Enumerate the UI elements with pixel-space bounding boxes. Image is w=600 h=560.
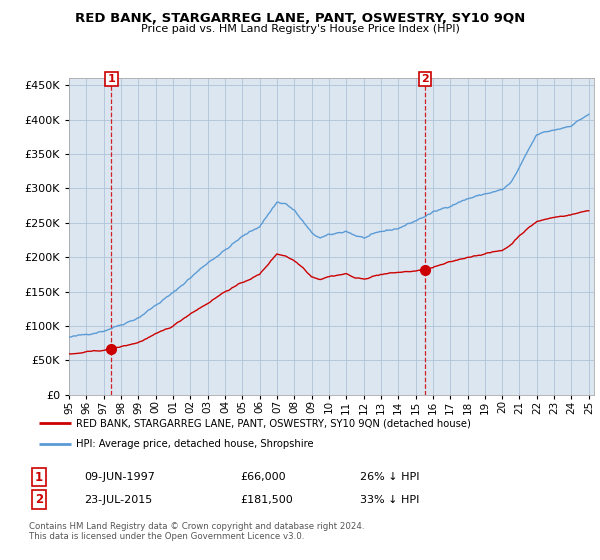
Text: RED BANK, STARGARREG LANE, PANT, OSWESTRY, SY10 9QN (detached house): RED BANK, STARGARREG LANE, PANT, OSWESTR…	[76, 418, 471, 428]
Text: 23-JUL-2015: 23-JUL-2015	[84, 494, 152, 505]
Text: 1: 1	[35, 470, 43, 484]
Text: 26% ↓ HPI: 26% ↓ HPI	[360, 472, 419, 482]
Text: 33% ↓ HPI: 33% ↓ HPI	[360, 494, 419, 505]
Text: 1: 1	[107, 74, 115, 84]
Text: HPI: Average price, detached house, Shropshire: HPI: Average price, detached house, Shro…	[76, 438, 314, 449]
Text: 09-JUN-1997: 09-JUN-1997	[84, 472, 155, 482]
Text: 2: 2	[421, 74, 429, 84]
Text: RED BANK, STARGARREG LANE, PANT, OSWESTRY, SY10 9QN: RED BANK, STARGARREG LANE, PANT, OSWESTR…	[75, 12, 525, 25]
Text: 2: 2	[35, 493, 43, 506]
Text: Contains HM Land Registry data © Crown copyright and database right 2024.
This d: Contains HM Land Registry data © Crown c…	[29, 522, 364, 542]
Text: £181,500: £181,500	[240, 494, 293, 505]
Text: Price paid vs. HM Land Registry's House Price Index (HPI): Price paid vs. HM Land Registry's House …	[140, 24, 460, 34]
Text: £66,000: £66,000	[240, 472, 286, 482]
